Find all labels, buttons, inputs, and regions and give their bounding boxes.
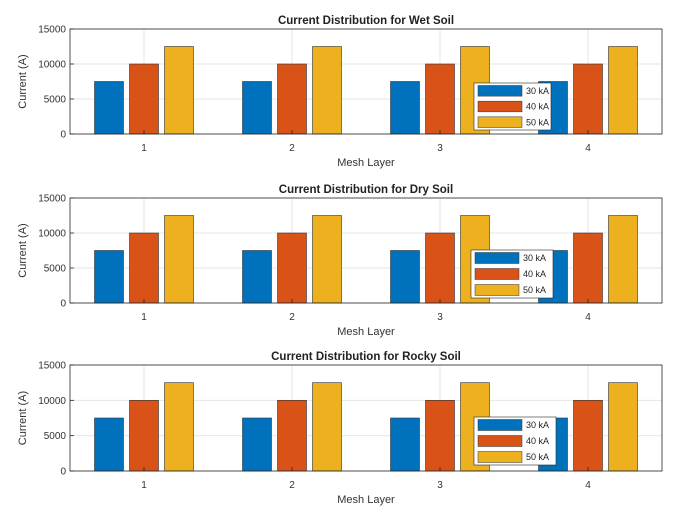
chart-panel-3: 0 5000 10000 15000 1 2 3 4 Current Distribution …	[17, 351, 663, 506]
legend: 30 kA 40 kA 50 kA	[473, 82, 552, 131]
bar-30ka-layer-2	[242, 250, 272, 304]
legend-swatch-40ka	[477, 435, 523, 447]
chart-panel-1: 0 5000 10000 15000 1 2 3 4 Current Distribution …	[17, 15, 663, 169]
legend-swatch-30ka	[474, 252, 520, 264]
y-tick-label: 0	[60, 130, 66, 141]
y-tick-label: 10000	[38, 229, 66, 240]
legend: 30 kA 40 kA 50 kA	[473, 416, 557, 466]
y-axis-label: Current (A)	[17, 391, 29, 445]
bar-30ka-layer-3	[390, 250, 420, 304]
x-tick-label: 4	[585, 480, 591, 491]
legend-swatch-40ka	[474, 268, 520, 280]
bar-30ka-layer-2	[242, 81, 272, 135]
x-tick-label: 2	[289, 480, 295, 491]
y-tick-label: 15000	[38, 194, 66, 205]
y-tick-label: 5000	[44, 95, 67, 106]
legend-label-50ka: 50 kA	[523, 285, 546, 295]
x-axis-label: Mesh Layer	[337, 157, 395, 169]
bar-40ka-layer-3	[425, 63, 455, 135]
x-tick-label: 1	[141, 143, 147, 154]
bar-40ka-layer-4	[573, 400, 603, 472]
bar-40ka-layer-2	[277, 400, 307, 472]
legend-label-40ka: 40 kA	[526, 102, 549, 112]
y-tick-label: 10000	[38, 396, 66, 407]
legend-label-50ka: 50 kA	[526, 117, 549, 127]
bar-30ka-layer-1	[94, 250, 124, 304]
x-tick-label: 2	[289, 312, 295, 323]
legend-label-40ka: 40 kA	[523, 269, 546, 279]
x-tick-label: 3	[437, 312, 443, 323]
y-axis-label: Current (A)	[17, 223, 29, 277]
axes-box	[69, 197, 663, 304]
x-axis-label: Mesh Layer	[337, 494, 395, 506]
y-tick-label: 5000	[44, 264, 67, 275]
legend-swatch-50ka	[477, 116, 523, 128]
legend-label-30ka: 30 kA	[523, 253, 546, 263]
y-tick-label: 15000	[38, 361, 66, 372]
y-tick-label: 0	[60, 299, 66, 310]
bar-40ka-layer-4	[573, 63, 603, 135]
bar-50ka-layer-1	[164, 215, 194, 304]
x-tick-label: 3	[437, 480, 443, 491]
legend-label-30ka: 30 kA	[526, 86, 549, 96]
legend-label-30ka: 30 kA	[526, 420, 549, 430]
legend-swatch-50ka	[474, 284, 520, 296]
bar-40ka-layer-4	[573, 232, 603, 304]
bar-50ka-layer-1	[164, 46, 194, 135]
bar-50ka-layer-2	[312, 382, 342, 472]
bar-40ka-layer-1	[129, 400, 159, 472]
bar-50ka-layer-4	[608, 46, 638, 135]
bar-40ka-layer-3	[425, 400, 455, 472]
legend-swatch-50ka	[477, 451, 523, 463]
bar-50ka-layer-2	[312, 46, 342, 135]
bar-40ka-layer-2	[277, 63, 307, 135]
x-tick-label: 4	[585, 143, 591, 154]
x-tick-label: 2	[289, 143, 295, 154]
bar-30ka-layer-1	[94, 417, 124, 472]
x-tick-label: 1	[141, 312, 147, 323]
bar-40ka-layer-1	[129, 63, 159, 135]
bar-50ka-layer-4	[608, 382, 638, 472]
chart-title: Current Distribution for Rocky Soil	[271, 351, 461, 363]
x-tick-label: 4	[585, 312, 591, 323]
bar-50ka-layer-1	[164, 382, 194, 472]
x-axis-label: Mesh Layer	[337, 326, 395, 338]
bar-30ka-layer-3	[390, 417, 420, 472]
y-tick-label: 10000	[38, 60, 66, 71]
axes-box	[69, 364, 663, 472]
y-axis-label: Current (A)	[17, 54, 29, 108]
legend-label-40ka: 40 kA	[526, 436, 549, 446]
bar-30ka-layer-3	[390, 81, 420, 135]
bar-30ka-layer-2	[242, 417, 272, 472]
bar-40ka-layer-2	[277, 232, 307, 304]
legend-label-50ka: 50 kA	[526, 452, 549, 462]
legend-swatch-30ka	[477, 85, 523, 97]
chart-panel-2: 0 5000 10000 15000 1 2 3 4 Current Distribution …	[17, 184, 663, 338]
y-tick-label: 5000	[44, 431, 67, 442]
y-tick-label: 15000	[38, 25, 66, 36]
bar-50ka-layer-4	[608, 215, 638, 304]
x-tick-label: 1	[141, 480, 147, 491]
legend-swatch-40ka	[477, 100, 523, 113]
x-tick-label: 3	[437, 143, 443, 154]
bar-40ka-layer-3	[425, 232, 455, 304]
bar-50ka-layer-2	[312, 215, 342, 304]
bar-30ka-layer-1	[94, 81, 124, 135]
bar-40ka-layer-1	[129, 232, 159, 304]
chart-title: Current Distribution for Wet Soil	[278, 15, 454, 27]
axes-box	[69, 28, 663, 135]
legend-swatch-30ka	[477, 419, 523, 431]
y-tick-label: 0	[60, 467, 66, 478]
legend: 30 kA 40 kA 50 kA	[470, 249, 554, 299]
chart-title: Current Distribution for Dry Soil	[279, 184, 453, 196]
